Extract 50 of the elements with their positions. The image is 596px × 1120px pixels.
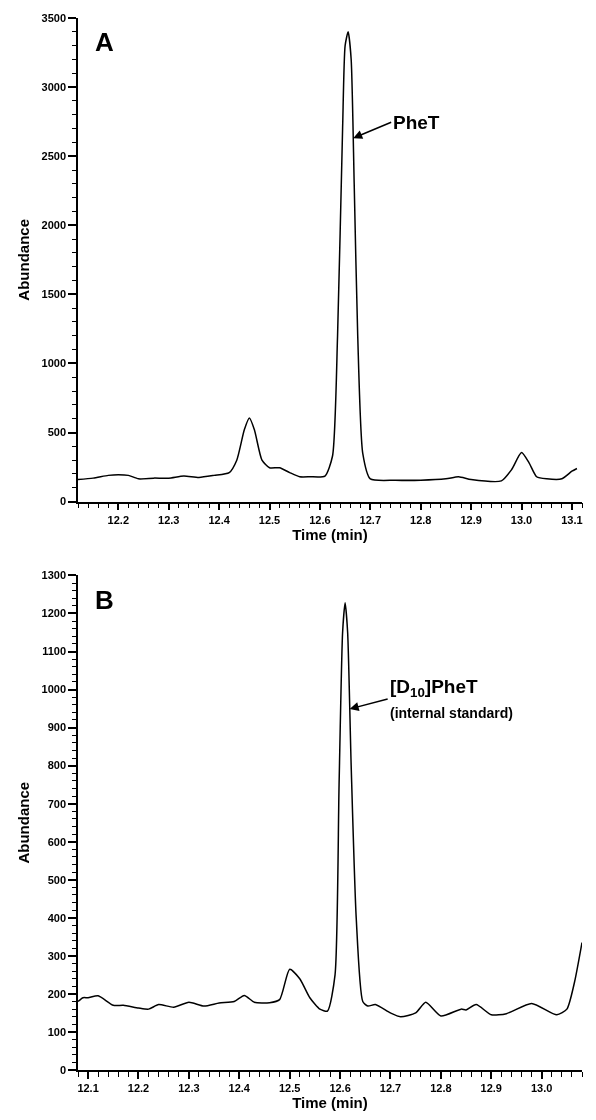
- chart-title: A: [95, 27, 114, 57]
- x-axis-title: Time (min): [292, 525, 368, 543]
- x-tick-label: 12.4: [228, 1081, 251, 1094]
- x-tick-label: 12.9: [480, 1081, 502, 1094]
- annotation: [D$_{10}$]PheT (internal standard): [390, 676, 513, 721]
- chart-title: B: [95, 585, 114, 615]
- x-tick-label: 12.9: [460, 513, 482, 526]
- x-tick-label: 12.3: [158, 513, 180, 526]
- x-tick-label: 12.7: [359, 513, 382, 526]
- x-tick-label: 12.8: [410, 513, 432, 526]
- x-tick-label: 12.2: [107, 513, 130, 526]
- x-tick-label: 12.5: [278, 1081, 301, 1094]
- x-tick-label: 12.7: [379, 1081, 402, 1094]
- x-tick-label: 13.0: [510, 513, 533, 526]
- x-tick-label: 12.4: [208, 513, 231, 526]
- y-tick-label: 0: [59, 495, 67, 508]
- y-tick-label: 1000: [41, 683, 67, 696]
- y-axis-title: Abundance: [15, 218, 33, 301]
- y-tick-label: 500: [47, 426, 67, 439]
- y-axis-title: Abundance: [15, 781, 33, 864]
- x-tick-label: 13.0: [530, 1081, 553, 1094]
- annotation: PheT: [393, 112, 440, 133]
- y-tick-label: 1200: [41, 607, 67, 620]
- x-tick-label: 12.6: [309, 513, 331, 526]
- x-tick-label: 12.5: [258, 513, 281, 526]
- y-tick-label: 800: [47, 759, 67, 772]
- y-tick-label: 900: [47, 721, 67, 734]
- y-tick-label: 1300: [41, 569, 67, 582]
- y-tick-label: 3500: [41, 11, 67, 24]
- y-tick-label: 600: [47, 835, 67, 848]
- x-tick-label: 12.2: [127, 1081, 150, 1094]
- y-tick-label: 700: [47, 797, 67, 810]
- y-tick-label: 200: [47, 987, 67, 1000]
- y-tick-label: 1000: [41, 357, 67, 370]
- x-tick-label: 13.1: [561, 513, 583, 526]
- y-tick-label: 500: [47, 873, 67, 886]
- y-tick-label: 400: [47, 911, 67, 924]
- x-tick-label: 12.6: [329, 1081, 351, 1094]
- x-tick-label: 12.8: [430, 1081, 452, 1094]
- y-tick-label: 2500: [41, 150, 67, 163]
- y-tick-label: 2000: [41, 219, 67, 232]
- x-tick-label: 12.3: [178, 1081, 200, 1094]
- y-tick-label: 300: [47, 949, 67, 962]
- y-tick-label: 1500: [41, 288, 67, 301]
- x-axis-title: Time (min): [292, 1093, 368, 1111]
- y-tick-label: 3000: [41, 80, 67, 93]
- y-tick-label: 0: [59, 1063, 67, 1076]
- y-tick-label: 1100: [42, 645, 67, 658]
- y-tick-label: 100: [47, 1025, 67, 1038]
- x-tick-label: 12.1: [77, 1081, 99, 1094]
